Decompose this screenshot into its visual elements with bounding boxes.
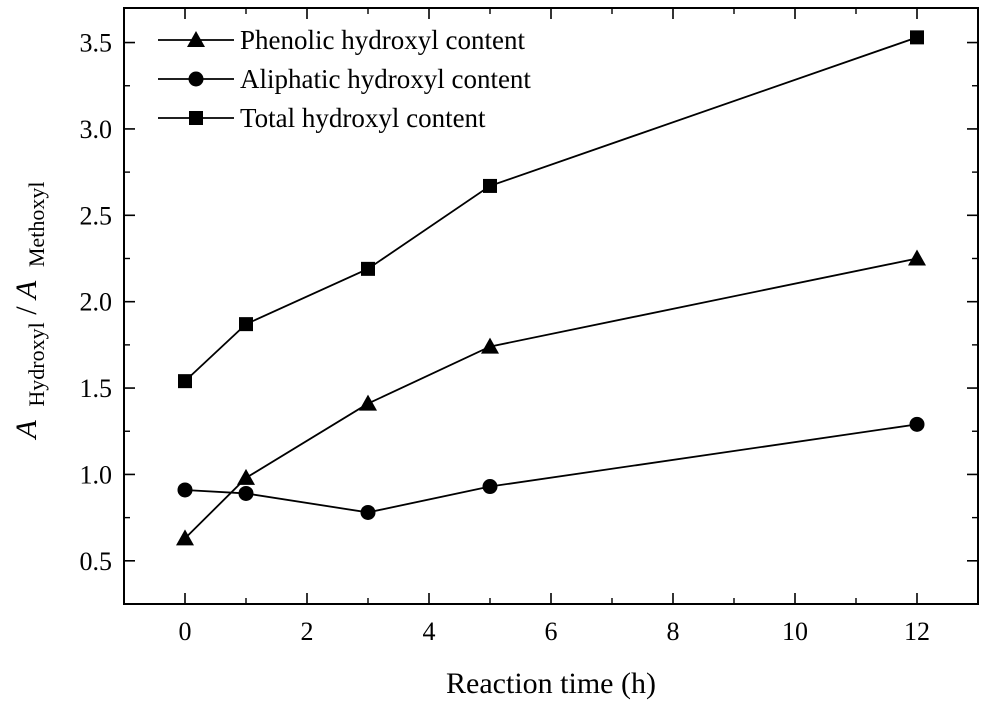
x-tick-label: 10 bbox=[782, 617, 808, 646]
plot-frame-layer bbox=[123, 7, 979, 605]
y-axis-title-first-subscript: Hydroxyl bbox=[24, 322, 49, 406]
data-point-triangle bbox=[176, 529, 194, 546]
x-axis-title: Reaction time (h) bbox=[446, 667, 656, 700]
y-axis-title: A Hydroxyl / A Methoxyl bbox=[10, 182, 51, 441]
data-point-square bbox=[239, 317, 253, 332]
y-tick-label: 2.5 bbox=[80, 201, 113, 230]
y-axis-title-second-symbol: A bbox=[10, 280, 43, 301]
data-point-square bbox=[910, 30, 924, 45]
data-point-circle bbox=[238, 485, 254, 501]
data-point-circle bbox=[177, 482, 193, 498]
y-axis-title-first-symbol: A bbox=[10, 419, 43, 440]
legend-marker-triangle bbox=[187, 31, 205, 47]
x-tick-label: 4 bbox=[423, 617, 436, 646]
data-point-square bbox=[361, 261, 375, 276]
legend-label: Aliphatic hydroxyl content bbox=[240, 64, 531, 94]
data-point-circle bbox=[360, 504, 376, 520]
legend-marker-square bbox=[189, 111, 203, 125]
x-tick-label: 0 bbox=[179, 617, 192, 646]
data-point-square bbox=[483, 178, 497, 193]
y-tick-label: 1.0 bbox=[80, 460, 113, 489]
y-tick-label: 3.5 bbox=[80, 29, 113, 58]
data-point-square bbox=[178, 374, 192, 389]
series-layer bbox=[176, 30, 926, 546]
data-point-triangle bbox=[237, 468, 255, 485]
data-point-triangle bbox=[481, 337, 499, 354]
legend-label: Total hydroxyl content bbox=[240, 103, 486, 133]
y-tick-label: 2.0 bbox=[80, 288, 113, 317]
y-tick-label: 0.5 bbox=[80, 547, 113, 576]
legend-label: Phenolic hydroxyl content bbox=[240, 25, 525, 55]
data-point-circle bbox=[482, 479, 498, 495]
x-tick-label: 8 bbox=[667, 617, 680, 646]
ticks-layer: 0 2 4 6 8 10 12 0.5 1.0 1.5 2.0 2.5 3.0 3.5 bbox=[80, 8, 979, 646]
series-line-triangle bbox=[184, 257, 918, 539]
y-axis-title-second-subscript: Methoxyl bbox=[24, 182, 49, 268]
y-tick-label: 3.0 bbox=[80, 115, 113, 144]
data-point-triangle bbox=[908, 249, 926, 266]
y-tick-label: 1.5 bbox=[80, 374, 113, 403]
legend-marker-circle bbox=[188, 71, 204, 87]
y-axis-title-separator: / bbox=[10, 306, 43, 315]
data-point-circle bbox=[909, 416, 925, 432]
series-line-circle bbox=[184, 423, 918, 514]
legend-layer: Phenolic hydroxyl content Aliphatic hydro… bbox=[158, 25, 531, 133]
x-tick-label: 6 bbox=[545, 617, 558, 646]
data-point-triangle bbox=[359, 394, 377, 411]
x-tick-label: 2 bbox=[301, 617, 314, 646]
x-tick-label: 12 bbox=[904, 617, 930, 646]
plot-frame bbox=[123, 7, 979, 605]
